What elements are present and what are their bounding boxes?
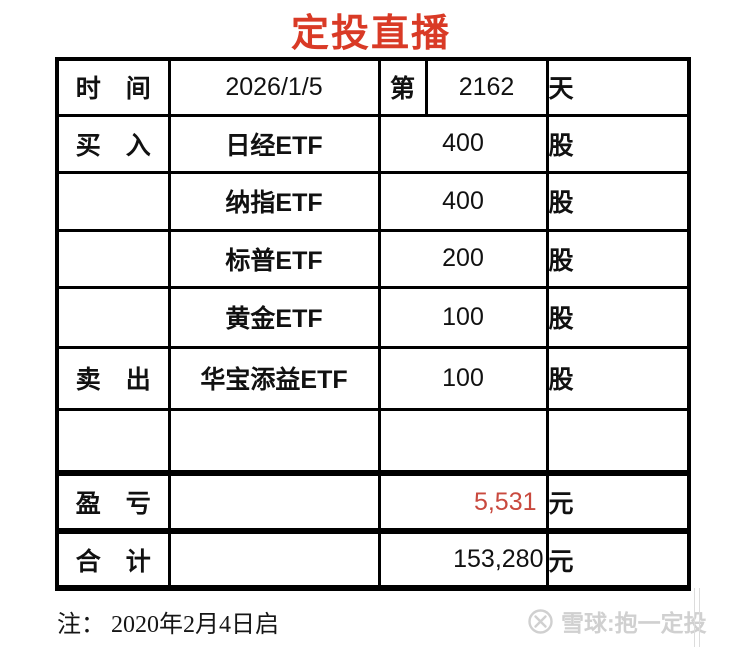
unit-cell: 元	[545, 470, 691, 533]
row-label-cell	[55, 285, 171, 349]
quantity-cell	[377, 407, 549, 475]
etf-name-cell: 标普ETF	[167, 228, 381, 289]
row-label-cell	[55, 407, 171, 475]
quantity-cell: 100	[377, 285, 549, 349]
etf-name-cell: 黄金ETF	[167, 285, 381, 349]
unit-cell: 股	[545, 345, 691, 411]
unit-cell: 股	[545, 113, 691, 174]
etf-name-cell: 日经ETF	[167, 113, 381, 174]
unit-cell: 元	[545, 528, 691, 591]
quantity-cell: 200	[377, 228, 549, 289]
table-row-buy-1: 买 入 日经ETF 400 股	[55, 113, 691, 174]
empty-cell	[167, 470, 381, 533]
dca-record-table: 时 间 2026/1/5 第 2162 天 买 入 日经ETF 400 股 纳指…	[55, 57, 691, 591]
table-row-total: 合 计 153,280 元	[55, 528, 691, 591]
etf-name-cell	[167, 407, 381, 475]
row-label-cell	[55, 170, 171, 232]
quantity-cell: 400	[377, 113, 549, 174]
watermark-text: 雪球:抱一定投	[561, 610, 707, 636]
row-label-cell: 盈 亏	[55, 470, 171, 533]
row-label-cell: 卖 出	[55, 345, 171, 411]
page-edge-artifact	[694, 588, 695, 647]
table-row-buy-3: 标普ETF 200 股	[55, 228, 691, 289]
etf-name-cell: 华宝添益ETF	[167, 345, 381, 411]
unit-cell: 股	[545, 285, 691, 349]
table-row-sell: 卖 出 华宝添益ETF 100 股	[55, 345, 691, 411]
quantity-cell: 100	[377, 345, 549, 411]
date-cell: 2026/1/5	[167, 57, 381, 117]
etf-name-cell: 纳指ETF	[167, 170, 381, 232]
day-ordinal-cell: 第	[377, 57, 428, 117]
empty-cell	[167, 528, 381, 591]
profit-value-cell: 5,531	[377, 470, 549, 533]
table-row-buy-2: 纳指ETF 400 股	[55, 170, 691, 232]
table-row-profit: 盈 亏 5,531 元	[55, 470, 691, 533]
unit-cell: 股	[545, 228, 691, 289]
page-edge-artifact	[699, 588, 700, 647]
row-label-cell: 买 入	[55, 113, 171, 174]
xueqiu-watermark: 雪球:抱一定投	[527, 604, 707, 638]
table-row-date: 时 间 2026/1/5 第 2162 天	[55, 57, 691, 117]
unit-cell: 股	[545, 170, 691, 232]
day-count-cell: 2162	[424, 57, 549, 117]
unit-cell	[545, 407, 691, 475]
unit-cell: 天	[545, 57, 691, 117]
footer-note: 注： 2020年2月4日启	[57, 612, 279, 638]
row-label-cell	[55, 228, 171, 289]
table-row-empty	[55, 407, 691, 475]
row-label-cell: 合 计	[55, 528, 171, 591]
total-value-cell: 153,280	[377, 528, 549, 591]
page-title: 定投直播	[290, 13, 451, 55]
table-row-buy-4: 黄金ETF 100 股	[55, 285, 691, 349]
row-label-cell: 时 间	[55, 57, 171, 117]
quantity-cell: 400	[377, 170, 549, 232]
xueqiu-logo-icon	[528, 608, 553, 634]
